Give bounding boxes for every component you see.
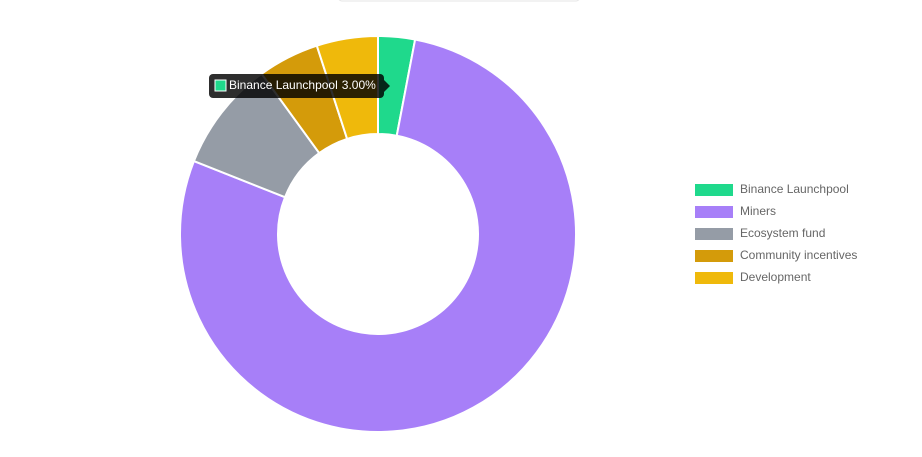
tooltip-name: Binance Launchpool [229,78,338,92]
legend-label: Miners [740,204,776,218]
legend-label: Development [740,270,811,284]
legend-label: Binance Launchpool [740,182,849,196]
tooltip-box [209,74,384,98]
legend-label: Community incentives [740,248,857,262]
top-control [338,0,580,2]
legend-label: Ecosystem fund [740,226,825,240]
tooltip-value: 3.00% [342,78,376,92]
legend-swatch [695,272,733,284]
legend-swatch [695,228,733,240]
legend-swatch [695,250,733,262]
tooltip-text: Binance Launchpool 3.00% [229,78,376,92]
slice [179,38,577,433]
tooltip: Binance Launchpool 3.00% [209,74,390,98]
tooltip-caret [384,80,390,92]
legend-swatch [695,184,733,196]
tooltip-swatch [214,79,227,92]
legend-swatch [695,206,733,218]
